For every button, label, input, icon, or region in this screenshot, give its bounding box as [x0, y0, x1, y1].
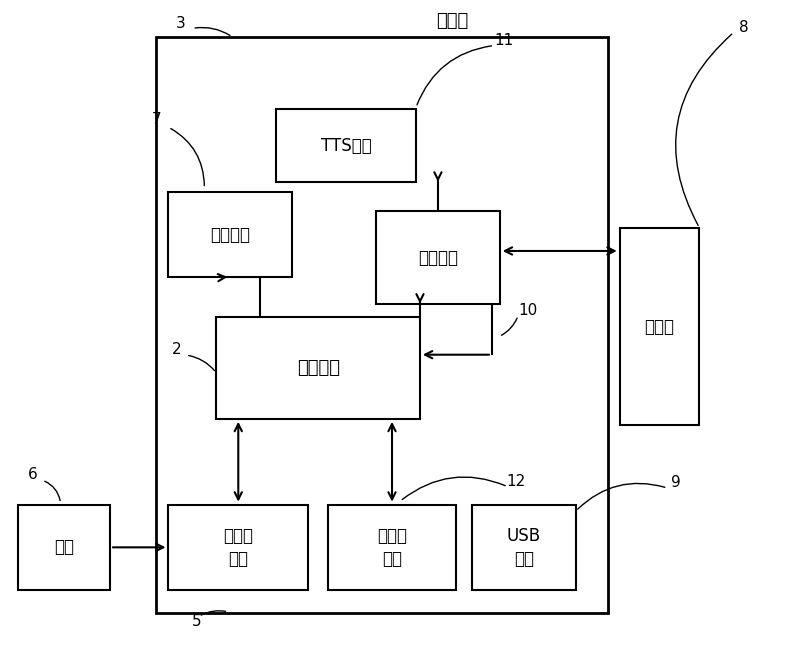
- FancyBboxPatch shape: [472, 504, 576, 590]
- Text: USB
模块: USB 模块: [506, 527, 541, 568]
- Text: TTS模块: TTS模块: [321, 137, 371, 154]
- FancyBboxPatch shape: [620, 228, 699, 426]
- Text: 10: 10: [518, 303, 538, 317]
- Text: 3: 3: [175, 16, 186, 31]
- FancyBboxPatch shape: [328, 504, 456, 590]
- Text: 8: 8: [738, 20, 748, 34]
- FancyBboxPatch shape: [169, 504, 308, 590]
- Text: 显示单元: 显示单元: [418, 249, 458, 267]
- Text: 光学传
感器: 光学传 感器: [223, 527, 254, 568]
- Text: 三轴加
速计: 三轴加 速计: [377, 527, 407, 568]
- Text: 电路板: 电路板: [436, 13, 468, 30]
- FancyBboxPatch shape: [216, 317, 420, 419]
- FancyBboxPatch shape: [157, 37, 608, 613]
- FancyBboxPatch shape: [376, 211, 500, 304]
- Text: 液晶屏: 液晶屏: [645, 317, 674, 336]
- Text: 12: 12: [506, 474, 526, 489]
- Text: 7: 7: [152, 112, 162, 127]
- Text: 9: 9: [670, 475, 680, 490]
- Text: 6: 6: [28, 467, 38, 482]
- Text: 按键: 按键: [54, 539, 74, 556]
- Text: 控制模块: 控制模块: [297, 359, 340, 377]
- Text: 11: 11: [494, 33, 514, 48]
- Text: 存储模块: 存储模块: [210, 226, 250, 244]
- FancyBboxPatch shape: [276, 110, 416, 182]
- FancyBboxPatch shape: [169, 191, 292, 277]
- Text: 5: 5: [191, 614, 201, 628]
- Text: 2: 2: [171, 343, 182, 357]
- FancyBboxPatch shape: [18, 504, 110, 590]
